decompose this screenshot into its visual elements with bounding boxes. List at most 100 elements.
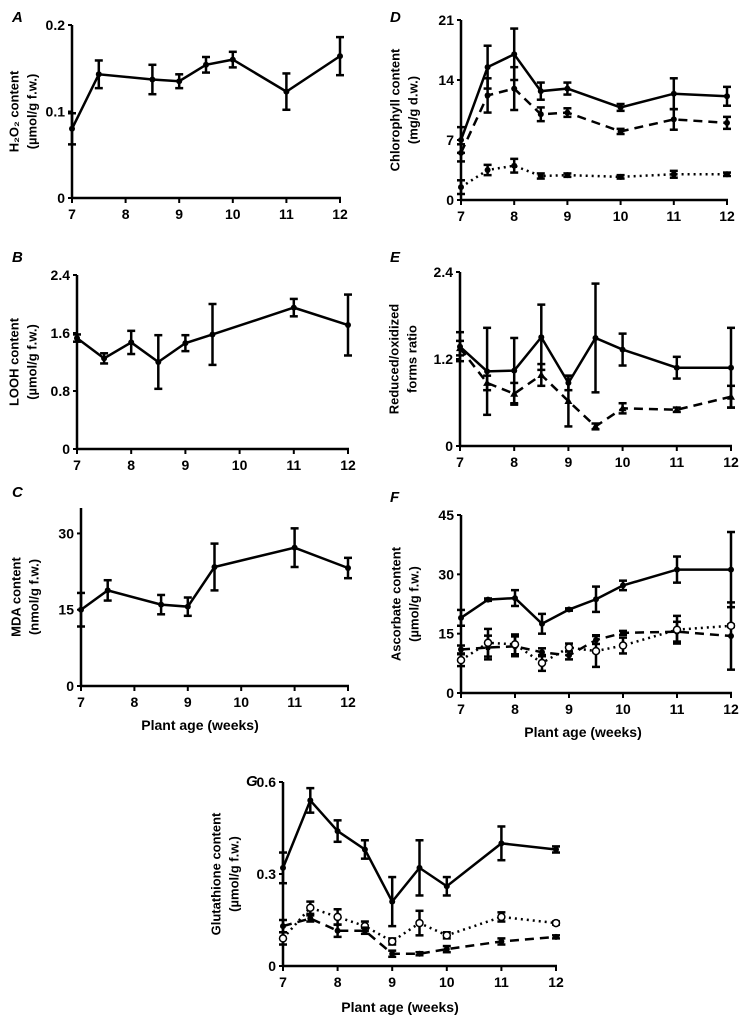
y-tick-label: 1.2 [434,351,454,367]
data-point [307,797,314,804]
series-total [457,530,735,635]
data-point [593,596,599,603]
x-axis-label: Plant age (weeks) [341,999,459,1015]
x-tick-label: 9 [182,457,190,473]
data-point [333,912,342,922]
data-point [485,596,491,603]
x-tick-label: 10 [233,694,249,710]
y-tick-label: 45 [438,507,454,523]
data-point [415,918,424,928]
data-point [458,184,464,191]
panel-c: C 0 15 30 7 8 9 10 11 12 MDA content (nmol/g f.w.) P… [9,484,356,733]
y-tick-label: 0 [66,678,74,694]
data-point [537,658,547,668]
data-point [510,389,519,397]
data-point [334,927,341,934]
data-point [591,422,600,430]
data-point [724,93,730,100]
data-point [456,344,464,352]
data-point [95,71,102,78]
data-point [443,946,450,953]
data-point [511,85,518,92]
x-tick-label: 8 [510,454,518,470]
data-point [512,595,518,602]
series-line [459,52,728,141]
data-point [278,934,288,943]
data-point [670,171,677,178]
y-axis-label: Reduced/oxidized [387,304,402,415]
data-point [620,629,626,636]
y-tick-label: 0 [62,441,70,457]
data-point [389,898,396,905]
x-tick-label: 11 [666,208,681,224]
x-tick-label: 12 [723,454,739,470]
x-tick-label: 11 [669,454,684,470]
data-point [553,933,559,940]
data-point [724,171,730,178]
series-oxidized [278,900,561,946]
panel-g: G 0 0.3 0.6 7 8 9 10 11 12 Glutathione content (µmo… [209,773,564,1015]
data-point [539,649,545,656]
y-tick-label: 0.3 [257,866,277,882]
y-axis-label: (mg/g d.w.) [406,76,421,144]
x-tick-label: 7 [457,701,465,717]
x-tick-label: 8 [334,974,342,990]
data-point [345,565,351,572]
x-tick-label: 9 [184,694,192,710]
data-point [69,125,75,132]
data-point [511,162,518,169]
x-tick-label: 7 [73,457,81,473]
y-axis-label: (µmol/g f.w.) [407,566,422,642]
data-point [307,915,314,922]
panel-label: A [11,9,23,26]
data-point [443,883,450,890]
data-point [484,64,491,71]
data-point [728,364,734,371]
x-tick-label: 12 [332,206,348,222]
data-point [416,950,423,957]
data-point [564,397,573,405]
data-point [726,621,736,631]
y-axis-label: Chlorophyll content [388,48,403,171]
x-tick-label: 9 [388,974,396,990]
x-tick-label: 9 [175,206,183,222]
x-tick-label: 12 [340,694,356,710]
data-point [229,56,236,63]
data-point [306,903,315,912]
data-point [551,918,561,928]
data-point [387,937,397,946]
y-tick-label: 0 [268,958,276,974]
y-tick-label: 7 [446,132,454,148]
data-point [617,128,624,135]
data-point [617,104,624,111]
panel-e: E 0 1.2 2.4 7 8 9 10 11 12 Reduced/oxidized forms r… [387,249,739,470]
data-point [537,88,544,95]
data-point [618,404,627,412]
y-axis-label: Glutathione content [209,812,224,935]
x-tick-label: 10 [613,208,629,224]
y-tick-label: 0 [445,438,453,454]
y-tick-label: 0 [446,192,454,208]
data-point [591,646,601,656]
y-axis-label: forms ratio [405,325,420,393]
x-tick-label: 7 [457,208,465,224]
data-point [158,601,165,608]
data-point [361,846,368,853]
y-axis-label: H₂O₂ content [7,70,22,152]
data-point [283,88,290,95]
data-point [345,322,351,329]
data-point [537,370,546,378]
x-tick-label: 8 [131,694,139,710]
data-point [176,78,183,85]
y-tick-label: 2.4 [51,267,71,283]
x-tick-label: 11 [494,974,509,990]
data-point [456,655,466,665]
y-tick-label: 21 [438,12,454,28]
series-line [76,306,349,364]
x-tick-label: 11 [279,206,294,222]
x-tick-label: 10 [225,206,241,222]
data-point [280,923,286,930]
y-tick-label: 30 [58,525,74,541]
data-point [511,51,518,58]
series-total [279,786,560,928]
